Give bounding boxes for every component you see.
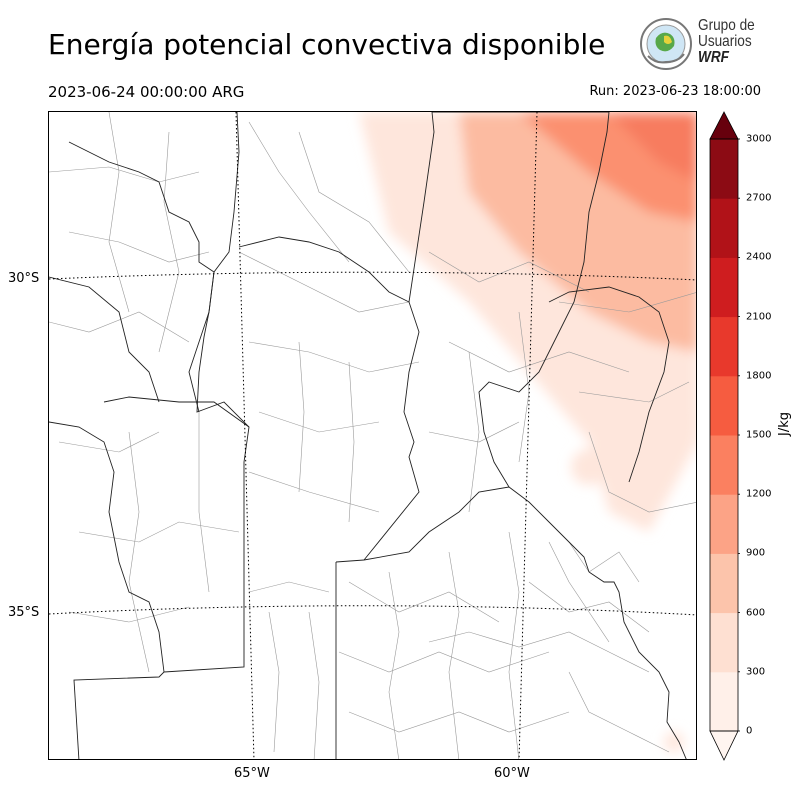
lon-label-65w: 65°W — [234, 766, 270, 781]
map-panel — [48, 111, 697, 760]
colorbar-bin — [710, 671, 738, 732]
colorbar-bin — [710, 139, 738, 199]
map-title: Energía potencial convectiva disponible — [48, 28, 606, 61]
colorbar-tick-label: 300 — [746, 666, 766, 678]
colorbar-extend-min — [709, 730, 739, 761]
lat-label-30s: 30°S — [8, 271, 40, 286]
cape-spot — [668, 406, 696, 438]
wrf-logo: Grupo de Usuarios WRF — [638, 14, 768, 74]
parallel-30s — [49, 271, 696, 281]
colorbar-bin — [710, 375, 738, 436]
globe-icon — [640, 18, 692, 70]
colorbar-bin — [710, 553, 738, 614]
logo-line2: Usuarios — [698, 33, 752, 50]
valid-time: 2023-06-24 00:00:00 ARG — [48, 83, 245, 101]
colorbar — [708, 111, 742, 761]
colorbar-bin — [710, 257, 738, 318]
parallel-35s — [49, 605, 696, 616]
colorbar-tick-label: 1500 — [746, 429, 772, 441]
coastline — [588, 571, 687, 759]
colorbar-bin — [710, 198, 738, 258]
colorbar-label: J/kg — [777, 412, 792, 436]
colorbar-extend-max — [709, 111, 739, 140]
cape-spot — [664, 732, 684, 752]
colorbar-tick-label: 2700 — [746, 192, 772, 204]
cape-band-peak — [609, 112, 696, 181]
colorbar-bin — [710, 316, 738, 377]
colorbar-tick-label: 2100 — [746, 311, 772, 323]
colorbar-bin — [710, 435, 738, 495]
colorbar-tick-label: 1800 — [746, 370, 772, 382]
run-time: Run: 2023-06-23 18:00:00 — [589, 84, 761, 99]
cape-spot — [571, 449, 607, 485]
map-canvas — [49, 112, 696, 759]
colorbar-tick-label: 600 — [746, 607, 766, 619]
logo-line1: Grupo de — [698, 17, 755, 34]
lon-label-60w: 60°W — [494, 766, 530, 781]
colorbar-svg — [709, 111, 742, 761]
colorbar-tick-label: 2400 — [746, 251, 772, 263]
logo-line3: WRF — [698, 49, 729, 66]
meridian-65w — [235, 112, 255, 759]
cape-shading — [359, 112, 696, 752]
colorbar-tick-label: 3000 — [746, 133, 772, 145]
graticule — [49, 112, 696, 759]
lat-label-35s: 35°S — [8, 605, 40, 620]
colorbar-tick-label: 1200 — [746, 488, 772, 500]
province-borders — [49, 112, 670, 759]
colorbar-tick-label: 900 — [746, 547, 766, 559]
meridian-60w — [518, 112, 538, 759]
colorbar-bin — [710, 494, 738, 554]
colorbar-tick-label: 0 — [746, 725, 753, 737]
colorbar-bin — [710, 612, 738, 673]
